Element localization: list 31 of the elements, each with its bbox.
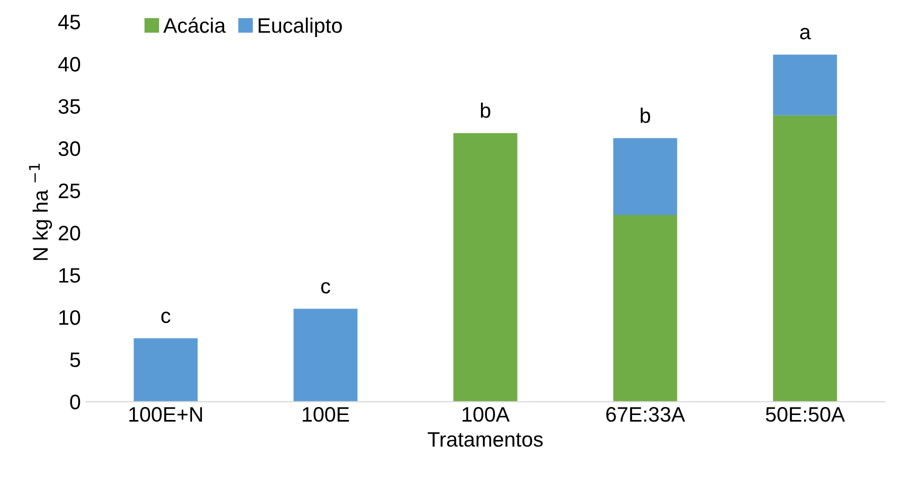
bar xyxy=(773,54,837,116)
y-tick-label: 35 xyxy=(58,99,80,114)
annotation: a xyxy=(800,28,811,40)
y-tick-label: 15 xyxy=(59,268,80,283)
annotation: b xyxy=(480,102,490,118)
x-tick-label: 67E:33A xyxy=(606,407,686,422)
bar xyxy=(773,115,837,402)
x-tick-label: 100E xyxy=(302,407,349,422)
y-tick-label: 25 xyxy=(58,184,80,198)
bar xyxy=(294,308,358,402)
annotation: c xyxy=(321,282,330,294)
annotation: c xyxy=(161,312,170,324)
y-tick-label: 40 xyxy=(58,56,80,72)
bar xyxy=(453,133,518,402)
x-axis-title: Tratamentos xyxy=(428,432,543,447)
y-tick-label: 20 xyxy=(58,226,80,241)
bar xyxy=(613,215,678,402)
y-tick-label: 30 xyxy=(58,141,80,156)
y-axis-title: N kg ha $^{−1}$ xyxy=(29,164,52,260)
bar xyxy=(613,138,678,216)
bar xyxy=(134,338,198,402)
x-tick-label: 50E:50A xyxy=(766,407,845,422)
legend-label: Eucalipto xyxy=(258,18,342,38)
y-tick-label: 0 xyxy=(70,394,80,410)
annotation: b xyxy=(640,108,650,123)
y-tick-label: 10 xyxy=(59,310,80,325)
legend-label: Acácia xyxy=(163,17,226,33)
y-tick-label: 45 xyxy=(58,14,80,30)
y-tick-label: 5 xyxy=(70,352,80,368)
x-tick-label: 100E+N xyxy=(129,407,202,422)
x-tick-label: 100A xyxy=(462,407,510,422)
